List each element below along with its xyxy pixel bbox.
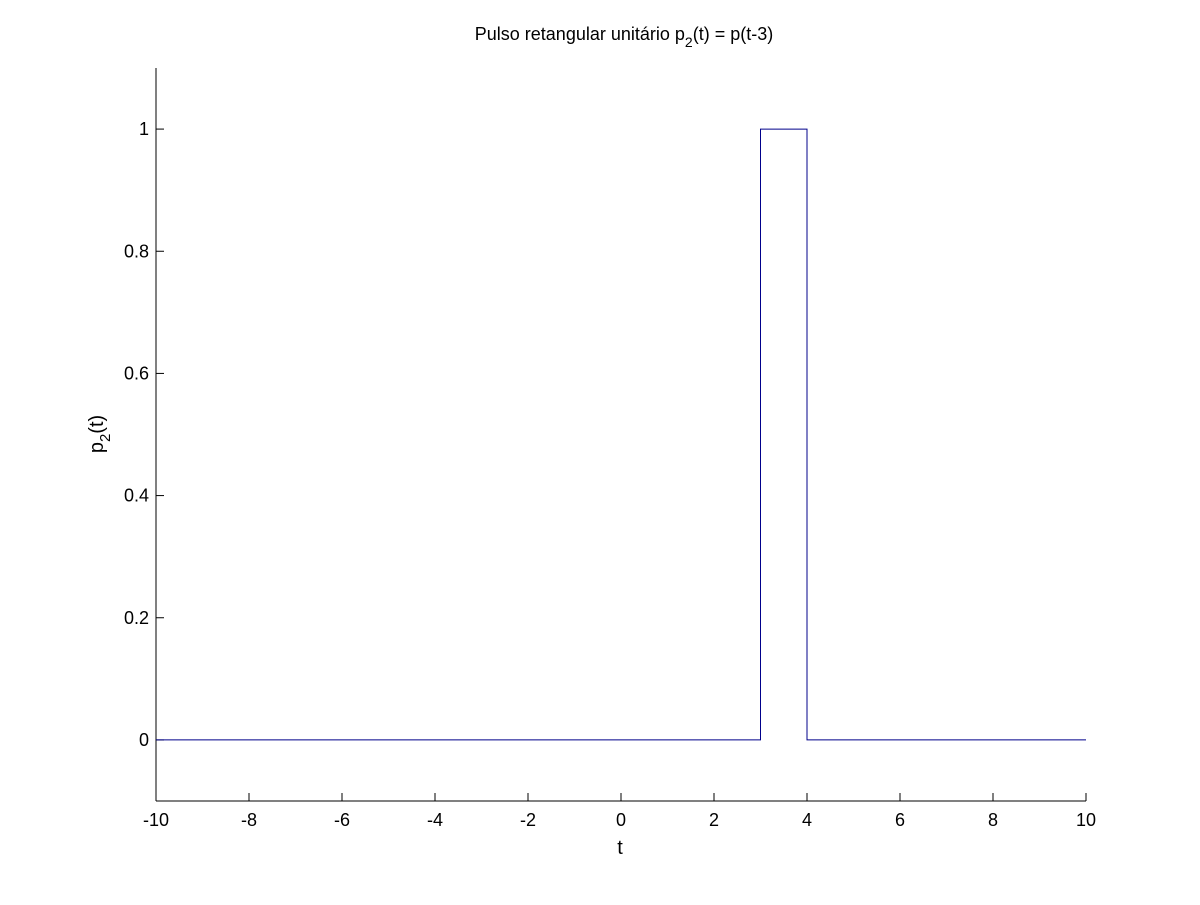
x-tick-label: 0 [616,810,626,830]
x-tick-label: 6 [895,810,905,830]
x-tick-label: 10 [1076,810,1096,830]
y-tick-label: 0 [139,730,149,750]
x-tick-label: -10 [143,810,169,830]
y-tick-label: 0.8 [124,241,149,261]
chart-title-suffix: (t) = p(t-3) [693,24,774,44]
chart-title-subscript: 2 [685,34,693,50]
x-tick-label: -4 [427,810,443,830]
x-tick-label: -6 [334,810,350,830]
x-tick-label: 4 [802,810,812,830]
chart-title: Pulso retangular unitário p2(t) = p(t-3) [475,24,773,50]
y-tick-label: 0.6 [124,363,149,383]
x-axis-label: t [617,837,623,859]
plot-area: -10 -8 -6 -4 -2 0 2 4 6 8 10 0 0.2 0.4 0.6 0.8 1 [124,68,1096,830]
y-tick-label: 0.4 [124,486,149,506]
chart-title-prefix: Pulso retangular unitário p [475,24,685,44]
x-tick-label: -2 [520,810,536,830]
y-axis-label: p2(t) [86,415,114,453]
x-tick-label: 2 [709,810,719,830]
y-tick-label: 1 [139,119,149,139]
y-axis-label-subscript: 2 [97,434,114,442]
y-tick-label: 0.2 [124,608,149,628]
series-line [156,128,1086,741]
x-tick-label: -8 [241,810,257,830]
y-axis-label-suffix: (t) [86,415,108,434]
y-axis-label-prefix: p [86,442,108,453]
x-tick-label: 8 [988,810,998,830]
